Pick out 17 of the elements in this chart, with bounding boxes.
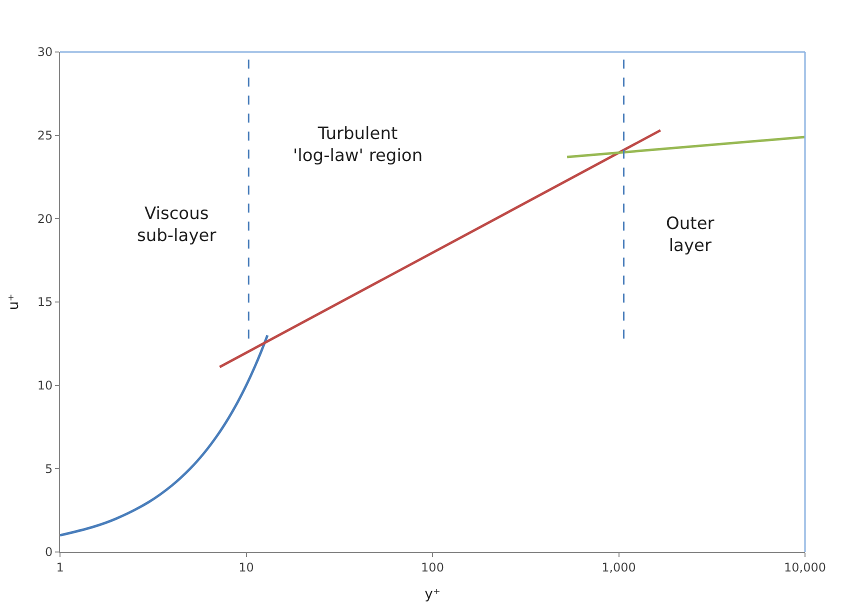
annotation: Outer layer	[666, 214, 714, 256]
x-tick-label: 1,000	[602, 560, 636, 574]
y-tick-label: 5	[44, 462, 53, 476]
x-tick-label: 10	[238, 560, 254, 574]
annotation: Viscous sub-layer	[137, 204, 216, 246]
x-tick-label: 100	[421, 560, 444, 574]
y-tick-label: 25	[37, 128, 53, 143]
x-tick-label: 1	[56, 560, 64, 574]
x-tick-label: 10,000	[784, 560, 826, 574]
annotation: Turbulent 'log-law' region	[293, 124, 423, 166]
y-axis-title: u⁺	[6, 294, 22, 310]
y-tick-label: 30	[37, 45, 53, 60]
x-axis-title: y⁺	[424, 586, 440, 603]
y-tick-label: 10	[37, 378, 53, 393]
y-tick-label: 15	[37, 295, 53, 310]
y-tick-label: 0	[44, 545, 53, 560]
y-tick-label: 20	[37, 212, 53, 226]
